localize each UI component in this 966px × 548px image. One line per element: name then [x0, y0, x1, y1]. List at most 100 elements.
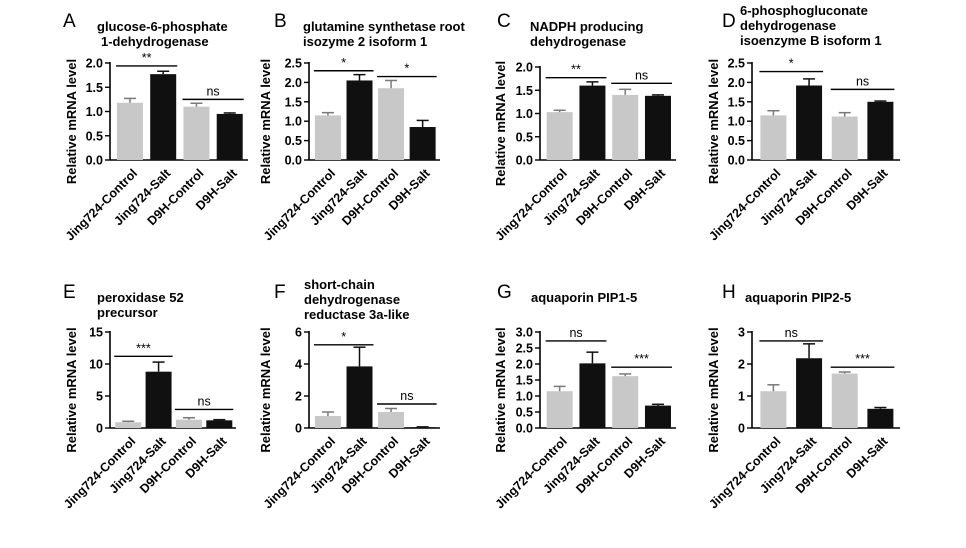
bar: [409, 127, 436, 160]
bar: [183, 106, 210, 160]
y-tick-label: 15: [89, 326, 103, 340]
significance-label: *: [341, 56, 346, 70]
chart-title-line: 1-dehydrogenase: [101, 34, 209, 49]
y-tick-label: 0.0: [516, 422, 533, 436]
bar: [831, 116, 858, 160]
bar: [796, 358, 823, 428]
significance-label: ns: [785, 326, 798, 340]
y-tick-label: 5: [96, 390, 103, 404]
significance-label: **: [142, 51, 152, 65]
bar: [346, 80, 373, 160]
y-tick-label: 0.0: [285, 154, 302, 168]
bar: [116, 102, 143, 160]
y-tick-label: 0.0: [86, 154, 103, 168]
y-tick-label: 0: [738, 422, 745, 436]
bar: [831, 373, 858, 428]
chart-panel-d: D 6-phosphogluconatedehydrogenaseisoenzym…: [706, 3, 900, 243]
y-tick-label: 4: [295, 358, 302, 372]
y-tick-label: 0.5: [516, 130, 533, 144]
chart-title-line: dehydrogenase: [740, 18, 836, 33]
chart-title-line: 6-phosphogluconate: [740, 3, 868, 18]
chart-title-line: short-chain: [304, 277, 375, 292]
y-axis-label: Relative mRNA level: [493, 327, 508, 452]
y-tick-label: 3: [738, 326, 745, 340]
y-tick-label: 1.0: [728, 115, 745, 129]
y-tick-label: 0: [295, 422, 302, 436]
y-tick-label: 1.5: [728, 95, 745, 109]
y-axis-label: Relative mRNA level: [258, 59, 273, 184]
panel-letter: E: [63, 282, 76, 303]
bar: [612, 376, 639, 428]
y-tick-label: 0.5: [285, 134, 302, 148]
y-tick-label: 2.5: [516, 342, 533, 356]
y-tick-label: 0.0: [516, 154, 533, 168]
y-axis-label: Relative mRNA level: [64, 327, 79, 452]
panel-letter: C: [497, 11, 511, 32]
y-tick-label: 1.0: [516, 107, 533, 121]
significance-label: *: [341, 330, 346, 344]
chart-title-line: NADPH producing: [530, 19, 643, 34]
significance-label: ns: [400, 389, 413, 403]
bar: [346, 366, 373, 428]
significance-label: **: [571, 63, 581, 77]
y-tick-label: 1.5: [516, 84, 533, 98]
y-tick-label: 2.0: [86, 57, 103, 71]
y-tick-label: 1.0: [285, 115, 302, 129]
chart-title-line: isoenzyme B isoform 1: [740, 33, 882, 48]
panel-letter: B: [274, 11, 287, 32]
y-tick-label: 1.0: [516, 390, 533, 404]
bar: [145, 371, 172, 428]
chart-title-line: peroxidase 52: [97, 290, 184, 305]
y-axis-label: Relative mRNA level: [493, 61, 508, 186]
bar: [612, 94, 639, 160]
bar: [546, 391, 573, 428]
bar: [378, 412, 405, 428]
significance-label: ns: [569, 326, 582, 340]
y-axis-label: Relative mRNA level: [706, 327, 721, 452]
bar: [644, 405, 671, 428]
y-axis-label: Relative mRNA level: [258, 327, 273, 452]
bar: [216, 113, 243, 160]
chart-title-line: reductase 3a-like: [304, 307, 410, 322]
significance-label: ***: [634, 352, 649, 366]
chart-title-line: glucose-6-phosphate: [97, 19, 228, 34]
significance-label: *: [789, 57, 794, 71]
y-tick-label: 1: [738, 390, 745, 404]
bar: [644, 95, 671, 160]
y-tick-label: 0.5: [86, 129, 103, 143]
panel-letter: H: [722, 282, 736, 303]
chart-title-line: isozyme 2 isoform 1: [303, 34, 427, 49]
bar: [867, 408, 894, 428]
panel-letter: D: [722, 11, 736, 32]
y-axis-label: Relative mRNA level: [64, 59, 79, 184]
significance-label: ns: [856, 74, 869, 88]
bar: [579, 85, 606, 160]
panel-letter: G: [497, 282, 512, 303]
y-tick-label: 1.5: [285, 95, 302, 109]
y-tick-label: 1.5: [516, 374, 533, 388]
y-tick-label: 0: [96, 422, 103, 436]
y-tick-label: 10: [89, 358, 103, 372]
y-tick-label: 2.0: [516, 358, 533, 372]
y-tick-label: 0.0: [728, 154, 745, 168]
bar: [579, 363, 606, 428]
significance-label: ns: [635, 68, 648, 82]
bar: [760, 115, 787, 160]
y-tick-label: 2: [738, 358, 745, 372]
bar: [867, 101, 894, 160]
bar: [760, 391, 787, 428]
bar: [378, 88, 405, 160]
y-axis-label: Relative mRNA level: [706, 59, 721, 184]
chart-title-line: aquaporin PIP1-5: [531, 290, 637, 305]
bar: [314, 115, 341, 160]
panel-letter: A: [63, 11, 76, 32]
y-tick-label: 6: [295, 326, 302, 340]
